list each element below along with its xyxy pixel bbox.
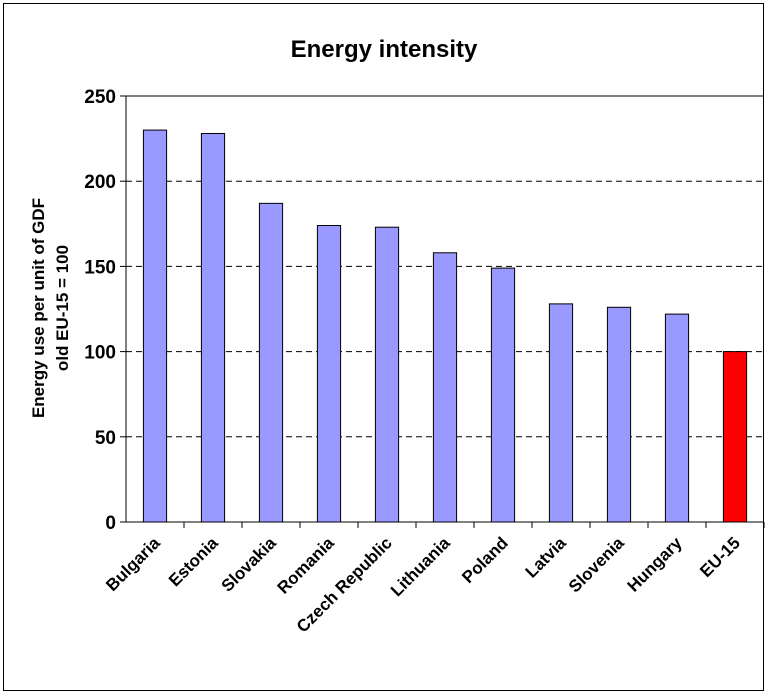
y-tick-label: 0 — [105, 513, 116, 534]
x-category-label: Slovenia — [565, 533, 628, 596]
bar-slovakia — [258, 202, 284, 523]
y-axis-label: Energy use per unit of GDF old EU-15 = 1… — [29, 198, 72, 418]
bar-romania — [316, 225, 342, 523]
bar-eu-15 — [722, 351, 748, 523]
bar-hungary — [664, 313, 690, 523]
y-axis-label-line-1: Energy use per unit of GDF — [29, 198, 48, 418]
x-category-label: EU-15 — [696, 533, 744, 581]
y-tick-label: 200 — [84, 172, 116, 193]
bar-estonia — [200, 132, 226, 523]
x-category-label: Poland — [458, 533, 512, 587]
bar-slovenia — [606, 306, 632, 523]
y-tick-label: 150 — [84, 257, 116, 278]
bar-lithuania — [432, 252, 458, 523]
x-category-label: Hungary — [624, 533, 687, 596]
bar-poland — [490, 267, 516, 523]
x-category-label: Latvia — [522, 533, 571, 582]
bars — [142, 129, 765, 528]
y-tick-label: 50 — [95, 428, 116, 449]
bar-bulgaria — [142, 129, 168, 523]
chart-title: Energy intensity — [291, 36, 478, 63]
y-tick-label: 250 — [84, 87, 116, 108]
x-category-label: Bulgaria — [102, 533, 164, 595]
x-category-label: Lithuania — [387, 533, 454, 600]
y-axis-label-line-2: old EU-15 = 100 — [53, 245, 72, 371]
bar-latvia — [548, 303, 574, 523]
gridlines — [120, 95, 764, 523]
y-tick-labels: 0 50 100 150 200 250 — [84, 87, 116, 534]
x-category-label: Slovakia — [218, 533, 281, 596]
axes — [125, 95, 764, 523]
y-tick-label: 100 — [84, 343, 116, 364]
x-category-label: Estonia — [165, 533, 222, 590]
bar-czech-republic — [374, 226, 400, 523]
